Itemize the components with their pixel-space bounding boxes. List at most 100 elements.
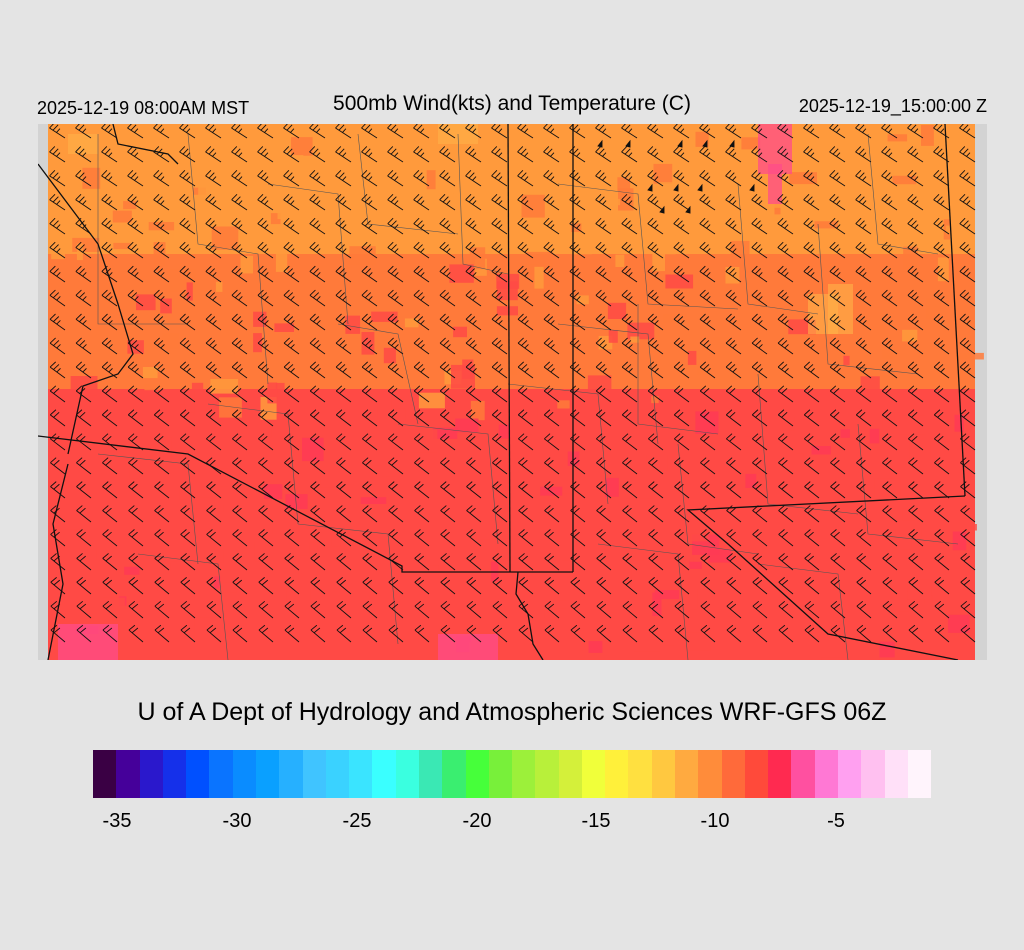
wind-barb	[673, 193, 690, 211]
wind-barb	[881, 146, 898, 163]
wind-barb	[414, 457, 430, 475]
wind-barb	[543, 361, 560, 379]
wind-barb	[180, 577, 196, 595]
wind-barb	[231, 122, 248, 139]
county-line	[207, 403, 299, 525]
wind-barb	[179, 265, 196, 283]
wind-barb	[570, 577, 586, 595]
wind-barb	[388, 624, 404, 643]
wind-barb	[50, 577, 66, 595]
wind-barb	[179, 385, 196, 403]
wind-barb	[673, 217, 690, 235]
temp-patch	[470, 400, 485, 421]
wind-barb	[855, 385, 872, 403]
wind-barb	[465, 265, 482, 283]
wind-barb	[933, 265, 950, 283]
wind-barb	[76, 600, 92, 619]
wind-barb	[232, 481, 248, 499]
wind-barb	[622, 457, 638, 475]
wind-barb	[752, 457, 768, 475]
temp-patch	[914, 517, 922, 539]
wind-barb-pennant	[647, 183, 653, 192]
county-line	[637, 304, 719, 435]
wind-barb	[336, 457, 352, 475]
wind-barb	[647, 241, 664, 259]
wind-barb	[881, 313, 898, 331]
temp-patch-cool	[828, 284, 853, 334]
temp-patch	[404, 318, 419, 328]
wind-barb	[154, 529, 170, 547]
wind-barb	[725, 313, 742, 331]
wind-barb	[595, 385, 612, 403]
wind-barb	[335, 122, 352, 139]
wind-barb	[387, 146, 404, 163]
wind-barb	[387, 361, 404, 379]
wind-barb	[362, 505, 378, 523]
wind-barb	[153, 337, 170, 355]
wind-barb	[180, 624, 196, 643]
temp-patch	[497, 281, 518, 301]
wind-barb	[570, 505, 586, 523]
wind-barb	[49, 265, 66, 283]
temp-patch	[881, 347, 893, 359]
wind-barb	[205, 241, 222, 259]
wind-barb	[777, 217, 794, 235]
wind-barb	[855, 361, 872, 379]
wind-barb	[647, 193, 664, 211]
wind-barb	[674, 529, 690, 547]
temp-patch	[631, 225, 643, 248]
wind-barb	[803, 313, 820, 331]
colorbar-label: -15	[581, 810, 611, 832]
temp-patch	[544, 609, 560, 618]
temp-patch-cool	[68, 134, 98, 154]
wind-barb	[179, 337, 196, 355]
wind-barb	[544, 529, 560, 547]
wind-barb	[804, 624, 820, 643]
temp-patch	[955, 524, 977, 531]
wind-barb	[465, 122, 482, 139]
temp-patch	[518, 439, 532, 456]
state-boundary	[37, 435, 510, 573]
temp-patch	[542, 320, 552, 343]
wind-barb	[674, 553, 690, 571]
colorbar-swatch	[418, 750, 443, 798]
wind-barb	[752, 505, 768, 523]
wind-barb	[102, 577, 118, 595]
wind-barb	[49, 337, 66, 355]
wind-barb	[309, 409, 326, 427]
wind-barb	[75, 241, 92, 259]
wind-barb	[544, 433, 560, 451]
wind-barb	[752, 529, 768, 547]
temp-patch	[327, 139, 344, 153]
colorbar-swatch	[838, 750, 862, 798]
wind-barb	[596, 600, 612, 619]
wind-barb-pennant	[702, 139, 708, 148]
wind-barb	[543, 313, 560, 331]
wind-barb	[413, 193, 430, 211]
colorbar-swatch	[349, 750, 373, 798]
wind-barb	[75, 265, 92, 283]
wind-barb	[882, 529, 898, 547]
wind-barb	[933, 409, 950, 427]
wind-barb	[153, 170, 170, 187]
wind-barb	[388, 481, 404, 499]
temp-patch	[627, 322, 655, 340]
wind-barb	[361, 122, 378, 139]
temp-patch	[87, 546, 97, 561]
wind-barb	[829, 146, 846, 163]
wind-barb	[726, 577, 742, 595]
temp-patch	[202, 231, 216, 238]
wind-barb	[647, 122, 664, 139]
wind-barb	[179, 146, 196, 163]
temp-patch	[902, 508, 915, 521]
wind-barb	[257, 122, 274, 139]
wind-barb	[284, 600, 300, 619]
temp-patch	[869, 428, 880, 444]
temp-patch	[937, 257, 949, 282]
wind-barb	[778, 553, 794, 571]
wind-barb	[491, 146, 508, 163]
temp-patch	[695, 411, 719, 434]
wind-barb	[699, 385, 716, 403]
wind-barb	[414, 433, 430, 451]
wind-barb	[803, 241, 820, 259]
